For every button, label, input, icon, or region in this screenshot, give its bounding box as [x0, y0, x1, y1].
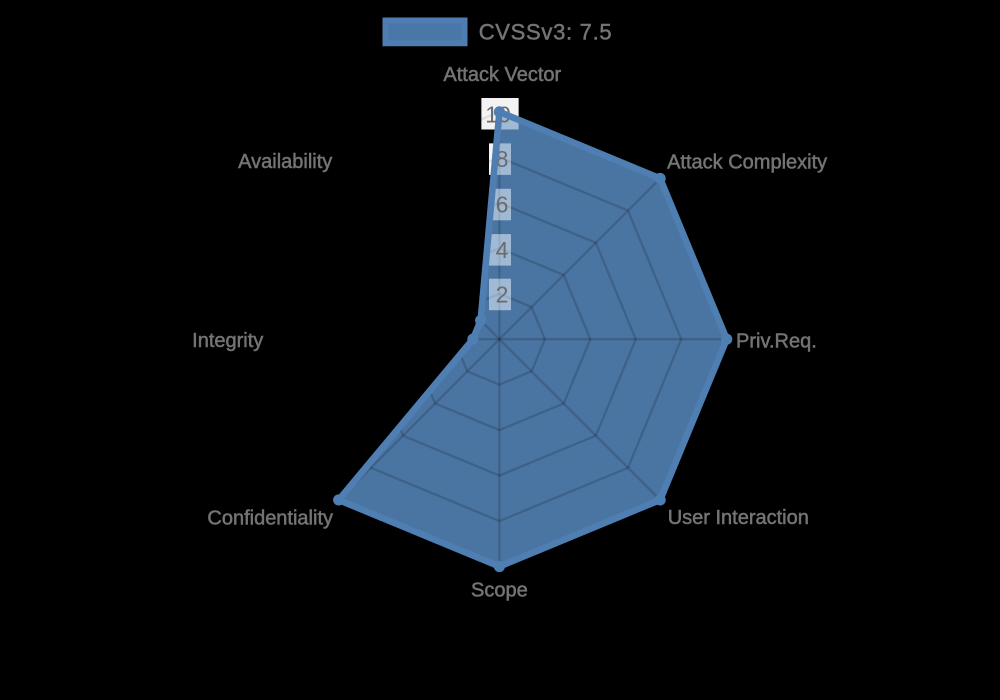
svg-text:Availability: Availability	[238, 151, 332, 173]
svg-text:User Interaction: User Interaction	[668, 507, 809, 529]
svg-text:Integrity: Integrity	[192, 330, 263, 352]
svg-text:Confidentiality: Confidentiality	[207, 507, 333, 529]
svg-text:6: 6	[496, 192, 509, 218]
svg-text:CVSSv3: 7.5: CVSSv3: 7.5	[479, 20, 613, 45]
svg-text:Priv.Req.: Priv.Req.	[736, 331, 817, 353]
svg-text:Attack Complexity: Attack Complexity	[667, 152, 827, 174]
svg-text:2: 2	[496, 282, 509, 308]
svg-text:Scope: Scope	[471, 580, 528, 602]
svg-text:Attack Vector: Attack Vector	[443, 64, 561, 86]
svg-text:4: 4	[496, 237, 509, 263]
